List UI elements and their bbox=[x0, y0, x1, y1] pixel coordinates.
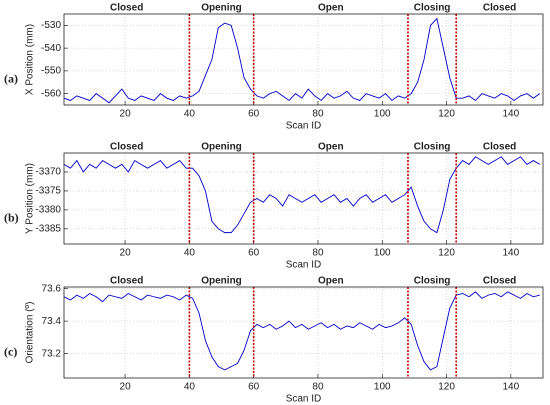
x-tick-label: 80 bbox=[312, 248, 324, 259]
phase-label: Open bbox=[318, 3, 344, 14]
x-tick-label: 120 bbox=[438, 382, 455, 393]
phase-label: Opening bbox=[201, 142, 242, 153]
plot-frame bbox=[63, 286, 544, 379]
y-tick-label: 73.2 bbox=[42, 348, 62, 359]
phase-label: Closed bbox=[110, 276, 143, 287]
y-tick-label: -530 bbox=[41, 20, 61, 31]
phase-label: Opening bbox=[201, 276, 242, 287]
x-tick-label: 120 bbox=[438, 248, 455, 259]
x-tick-label: 60 bbox=[248, 248, 260, 259]
phase-label: Closing bbox=[414, 142, 451, 153]
y-tick-label: -550 bbox=[41, 66, 61, 77]
y-axis-label: Y Position (mm) bbox=[25, 163, 36, 234]
y-tick-label: -3380 bbox=[35, 205, 61, 216]
y-tick-label: -3385 bbox=[35, 223, 61, 234]
x-tick-label: 100 bbox=[374, 382, 391, 393]
data-line bbox=[63, 156, 541, 234]
y-tick-label: -3370 bbox=[35, 167, 61, 178]
y-axis-label: Orientation (º) bbox=[25, 301, 36, 363]
y-tick-label: 73.6 bbox=[42, 283, 62, 294]
x-axis-label: Scan ID bbox=[286, 260, 322, 271]
phase-label: Open bbox=[318, 276, 344, 287]
plot-frame bbox=[63, 13, 544, 106]
phase-label: Closed bbox=[110, 142, 143, 153]
phase-label: Closed bbox=[483, 3, 516, 14]
x-tick-label: 20 bbox=[120, 248, 132, 259]
x-tick-label: 80 bbox=[312, 109, 324, 120]
panel-label: (c) bbox=[4, 344, 17, 358]
x-tick-label: 60 bbox=[248, 382, 260, 393]
y-tick-label: 73.4 bbox=[42, 316, 62, 327]
plot-frame bbox=[63, 152, 544, 245]
data-line bbox=[63, 291, 540, 371]
data-line bbox=[63, 17, 541, 104]
x-tick-label: 140 bbox=[503, 109, 520, 120]
phase-label: Closed bbox=[483, 142, 516, 153]
x-tick-label: 40 bbox=[184, 109, 196, 120]
x-tick-label: 140 bbox=[503, 382, 520, 393]
x-tick-label: 40 bbox=[184, 248, 196, 259]
x-tick-label: 40 bbox=[184, 382, 196, 393]
x-axis-label: Scan ID bbox=[286, 121, 322, 132]
x-tick-label: 100 bbox=[374, 109, 391, 120]
y-axis-label: X Position (mm) bbox=[25, 24, 36, 95]
x-tick-label: 60 bbox=[248, 109, 260, 120]
x-tick-label: 120 bbox=[438, 109, 455, 120]
x-tick-label: 140 bbox=[503, 248, 520, 259]
y-tick-label: -540 bbox=[41, 43, 61, 54]
x-tick-label: 80 bbox=[312, 382, 324, 393]
y-tick-label: -560 bbox=[41, 88, 61, 99]
x-axis-label: Scan ID bbox=[286, 394, 322, 405]
x-tick-label: 20 bbox=[120, 382, 132, 393]
panel-label: (a) bbox=[4, 71, 18, 85]
panel-label: (b) bbox=[4, 210, 19, 224]
x-tick-label: 20 bbox=[120, 109, 132, 120]
phase-label: Closing bbox=[414, 3, 451, 14]
y-tick-label: -3375 bbox=[35, 186, 61, 197]
phase-label: Opening bbox=[201, 3, 242, 14]
phase-label: Closing bbox=[414, 276, 451, 287]
x-tick-label: 100 bbox=[374, 248, 391, 259]
phase-label: Closed bbox=[483, 276, 516, 287]
phase-label: Open bbox=[318, 142, 344, 153]
phase-label: Closed bbox=[110, 3, 143, 14]
